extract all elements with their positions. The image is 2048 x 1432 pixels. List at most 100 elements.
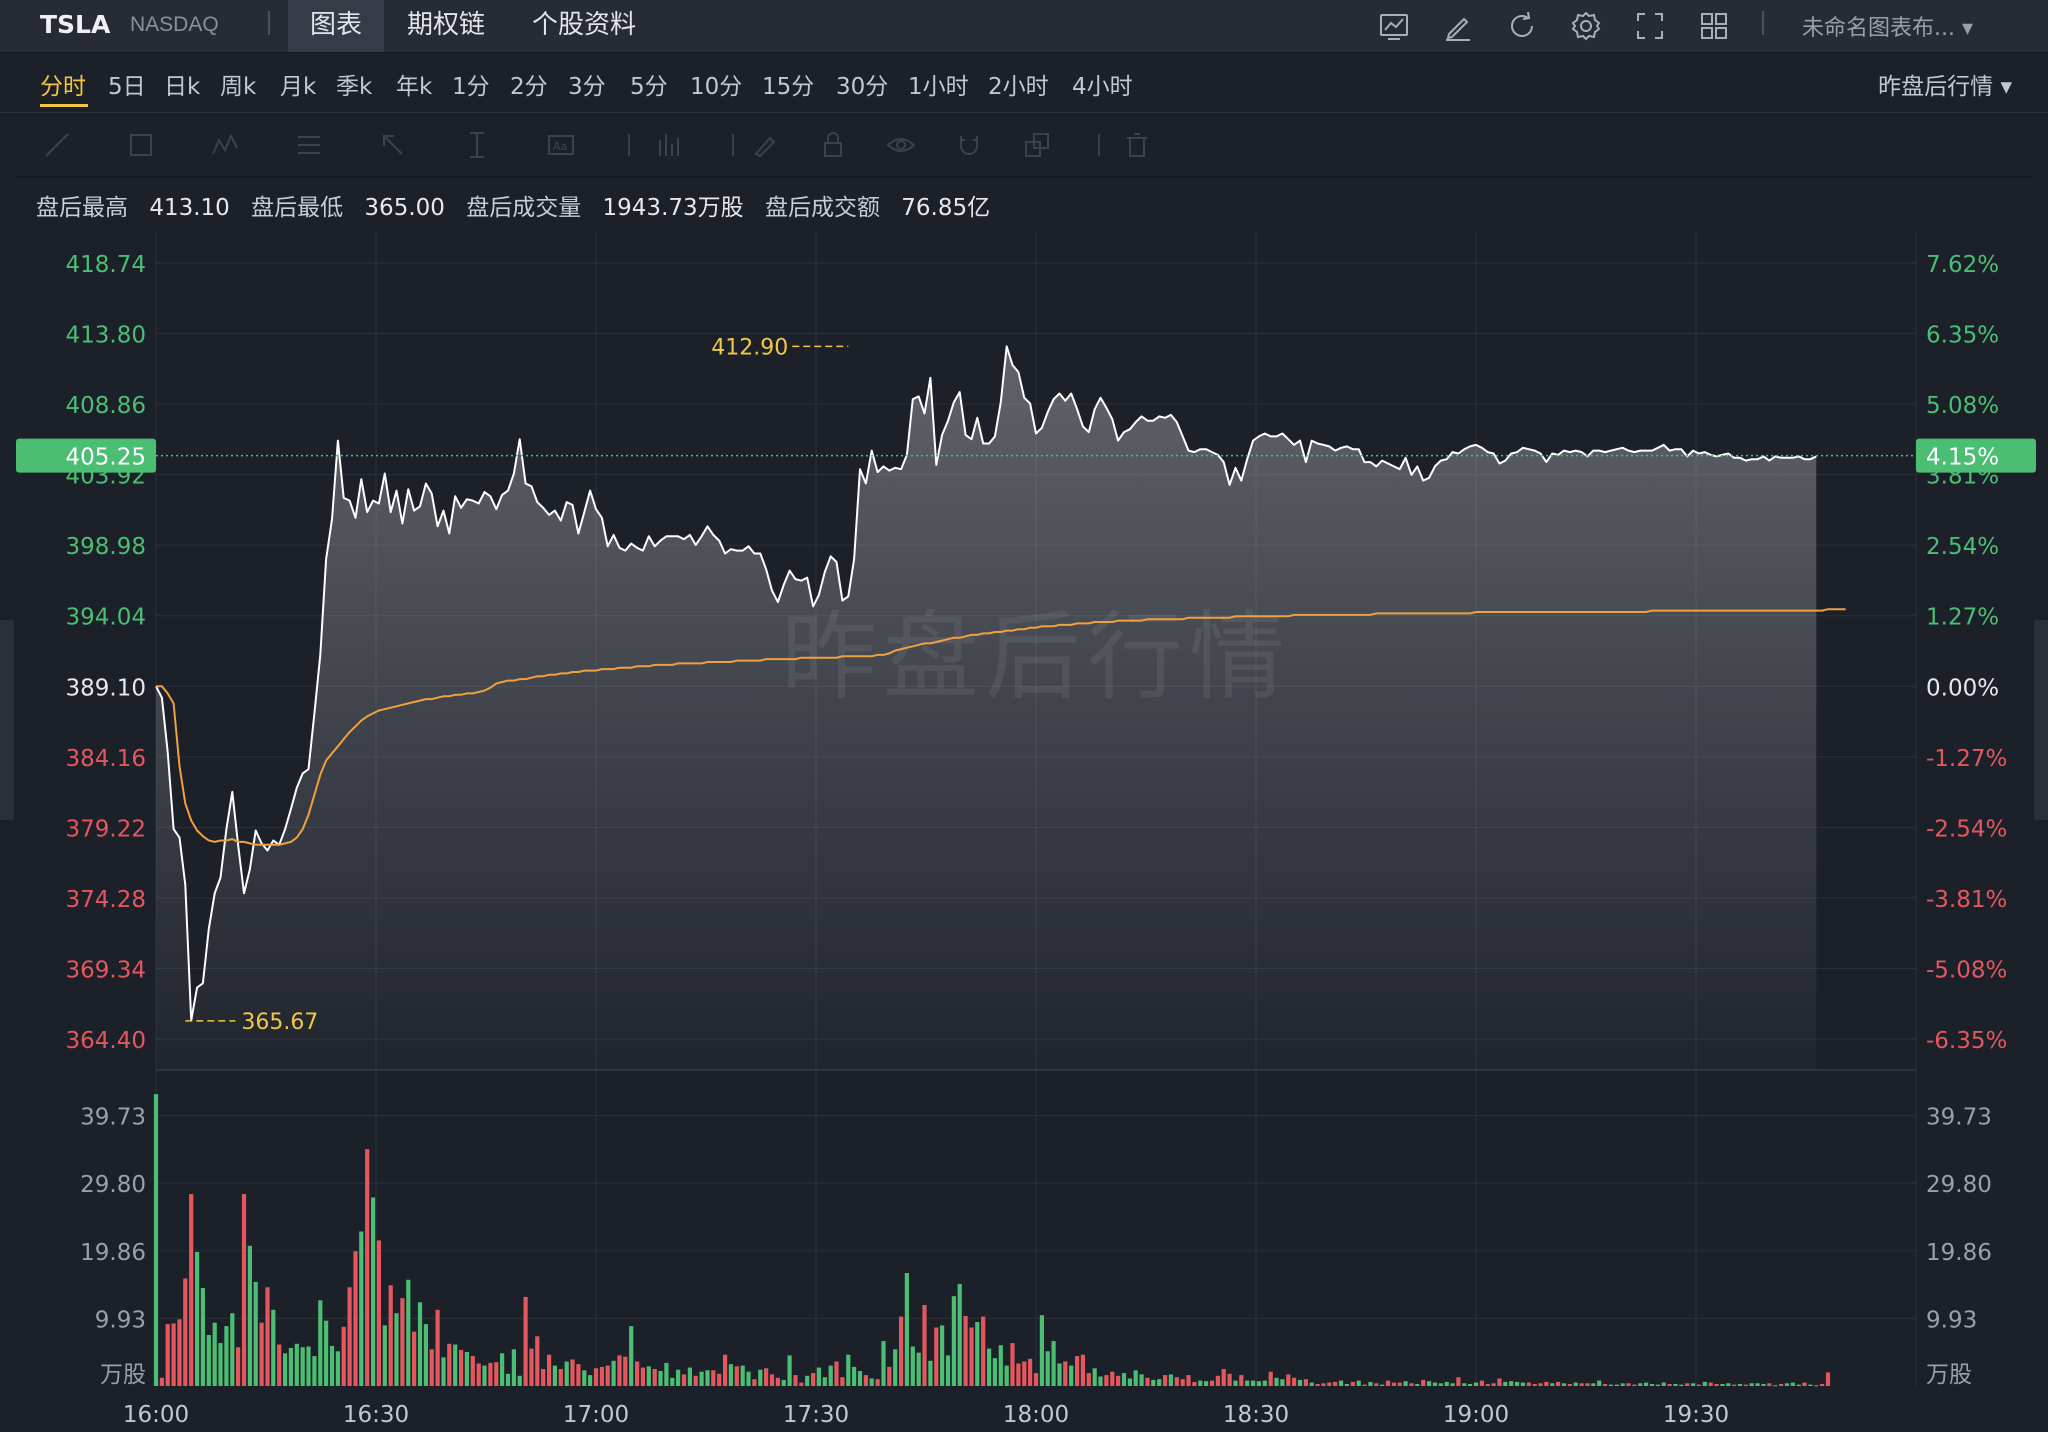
volume-bar	[459, 1349, 464, 1386]
stat-high: 盘后最高 413.10	[36, 195, 230, 221]
volume-bar	[969, 1327, 974, 1386]
session-selector[interactable]: 昨盘后行情 ▾	[1878, 74, 2012, 100]
volume-bar	[241, 1194, 247, 1386]
volume-bar	[1368, 1381, 1373, 1386]
period-10[interactable]: 5分	[630, 74, 668, 100]
divider	[732, 134, 734, 156]
period-9[interactable]: 3分	[568, 74, 606, 100]
volume-bar	[629, 1326, 634, 1386]
arrow-tool-icon[interactable]	[376, 128, 410, 162]
volume-bar	[1755, 1383, 1760, 1386]
percent-tick-label: 2.54%	[1926, 534, 1999, 560]
tab-chart[interactable]: 图表	[288, 0, 384, 52]
period-16[interactable]: 4小时	[1072, 74, 1133, 100]
trash-icon[interactable]	[1120, 128, 1154, 162]
right-panel-handle[interactable]	[2034, 620, 2048, 820]
bar-tool-icon[interactable]	[652, 128, 686, 162]
volume-bar	[676, 1369, 681, 1386]
volume-unit-label: 万股	[100, 1362, 146, 1388]
tab-options-chain[interactable]: 期权链	[406, 10, 485, 40]
volume-bar	[1086, 1373, 1091, 1386]
volume-bar	[1714, 1384, 1719, 1386]
grid-layout-icon[interactable]	[1696, 8, 1732, 44]
volume-bar	[951, 1296, 956, 1386]
period-13[interactable]: 30分	[836, 74, 889, 100]
volume-bar	[582, 1370, 587, 1386]
volume-bar	[1380, 1384, 1385, 1386]
last-price-tag	[16, 438, 156, 473]
volume-bar	[488, 1362, 493, 1386]
volume-bar	[288, 1347, 293, 1386]
volume-bar	[1268, 1371, 1273, 1386]
period-12[interactable]: 15分	[762, 74, 815, 100]
period-5[interactable]: 季k	[336, 74, 373, 100]
volume-bar	[517, 1375, 522, 1386]
draw-edit-icon[interactable]	[1440, 8, 1476, 44]
volume-bar	[1098, 1376, 1103, 1386]
volume-bar	[1110, 1371, 1115, 1386]
volume-bar	[1303, 1379, 1308, 1386]
period-11[interactable]: 10分	[690, 74, 743, 100]
trendline-tool-icon[interactable]	[40, 128, 74, 162]
volume-bar	[899, 1316, 904, 1386]
volume-bar	[646, 1366, 651, 1386]
percent-tick-label: -2.54%	[1926, 816, 2007, 842]
chart-indicator-icon[interactable]	[1376, 8, 1412, 44]
volume-bar	[887, 1366, 892, 1386]
time-tick-label: 19:00	[1443, 1402, 1509, 1428]
volume-bar	[728, 1364, 733, 1386]
brush-tool-icon[interactable]	[748, 128, 782, 162]
period-0[interactable]: 分时	[40, 74, 86, 100]
eye-icon[interactable]	[884, 128, 918, 162]
volume-bar	[236, 1347, 241, 1386]
period-6[interactable]: 年k	[396, 74, 433, 100]
volume-bar	[723, 1354, 728, 1386]
period-14[interactable]: 1小时	[908, 74, 969, 100]
price-line	[155, 345, 1817, 1022]
fibonacci-tool-icon[interactable]	[292, 128, 326, 162]
tab-company-profile[interactable]: 个股资料	[531, 10, 636, 40]
period-3[interactable]: 周k	[220, 74, 257, 100]
volume-bar	[417, 1302, 423, 1386]
layers-icon[interactable]	[1020, 128, 1054, 162]
period-15[interactable]: 2小时	[988, 74, 1049, 100]
volume-bar	[605, 1365, 610, 1386]
volume-bar	[758, 1369, 763, 1386]
period-1[interactable]: 5日	[108, 74, 146, 100]
volume-bar	[294, 1343, 299, 1386]
volume-bar	[781, 1379, 786, 1386]
volume-bar	[1814, 1385, 1819, 1387]
volume-bar	[300, 1347, 305, 1386]
volume-bar	[1286, 1374, 1291, 1386]
refresh-icon[interactable]	[1504, 8, 1540, 44]
time-tick-label: 18:00	[1003, 1402, 1069, 1428]
volume-bar	[664, 1362, 669, 1386]
volume-bar	[476, 1363, 481, 1386]
measure-tool-icon[interactable]	[460, 128, 494, 162]
period-4[interactable]: 月k	[280, 74, 317, 100]
volume-bar	[511, 1349, 516, 1386]
period-8[interactable]: 2分	[510, 74, 548, 100]
volume-bar	[987, 1348, 992, 1386]
layout-selector[interactable]: 未命名图表布... ▾	[1802, 16, 1974, 41]
volume-bar	[1561, 1383, 1567, 1386]
text-tool-icon[interactable]: Aa	[544, 128, 578, 162]
magnet-icon[interactable]	[952, 128, 986, 162]
volume-bar	[687, 1367, 692, 1386]
volume-bar	[353, 1251, 358, 1386]
volume-bar	[1790, 1382, 1795, 1386]
volume-bar	[1556, 1381, 1561, 1386]
left-panel-handle[interactable]	[0, 620, 14, 820]
rectangle-tool-icon[interactable]	[124, 128, 158, 162]
lock-icon[interactable]	[816, 128, 850, 162]
pattern-tool-icon[interactable]	[208, 128, 242, 162]
period-2[interactable]: 日k	[164, 74, 201, 100]
period-7[interactable]: 1分	[452, 74, 490, 100]
svg-text:Aa: Aa	[553, 140, 567, 153]
settings-gear-icon[interactable]	[1568, 8, 1604, 44]
fullscreen-icon[interactable]	[1632, 8, 1668, 44]
volume-bar	[1104, 1375, 1109, 1386]
time-tick-label: 19:30	[1663, 1402, 1729, 1428]
volume-bar	[1174, 1377, 1179, 1386]
